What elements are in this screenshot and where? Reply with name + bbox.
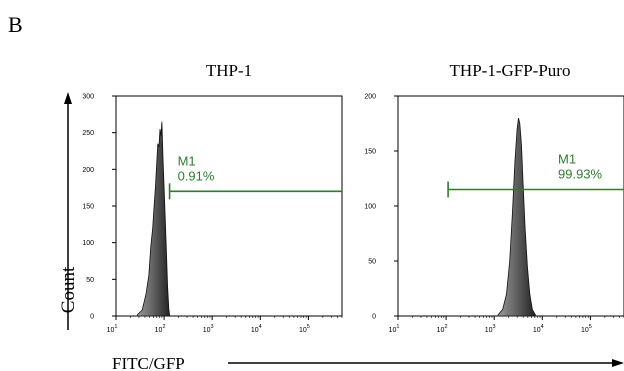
gate-name-label: M1 [178, 153, 196, 168]
y-tick-label: 200 [82, 167, 94, 174]
count-axis-label: Count [58, 266, 79, 313]
chart-title: THP-1-GFP-Puro [450, 61, 571, 80]
y-tick-label: 100 [364, 204, 376, 211]
histogram-area [497, 117, 536, 317]
y-tick-label: 0 [372, 314, 376, 321]
count-axis-arrowhead [64, 92, 72, 104]
y-tick-label: 100 [82, 240, 94, 247]
histogram-panel-thp1-gfp-puro: THP-1-GFP-Puro 0 50 100 150 200 101 102 103 104 10… [364, 61, 624, 334]
panel-letter: B [8, 12, 23, 37]
y-tick-label: 50 [368, 259, 376, 266]
chart-title: THP-1 [206, 61, 252, 80]
x-tick-label: 105 [581, 324, 592, 334]
fitc-axis-arrowhead [612, 359, 624, 367]
histogram-area [137, 121, 170, 317]
y-tick-label: 150 [364, 149, 376, 156]
gate-percent-label: 0.91% [178, 168, 215, 183]
x-tick-label: 105 [299, 324, 310, 334]
x-tick-label: 102 [437, 324, 448, 334]
histogram-panel-thp1: THP-1 0 50 100 150 200 250 300 101 102 103 104 105 M1… [82, 61, 343, 334]
x-tick-label: 101 [389, 324, 400, 334]
x-tick-label: 102 [155, 324, 166, 334]
gate-percent-label: 99.93% [558, 167, 603, 182]
y-tick-label: 300 [82, 94, 94, 101]
y-tick-label: 50 [86, 277, 94, 284]
y-tick-label: 0 [90, 314, 94, 321]
x-tick-label: 101 [107, 324, 118, 334]
y-tick-label: 200 [364, 94, 376, 101]
x-tick-label: 104 [251, 324, 262, 334]
y-tick-label: 150 [82, 204, 94, 211]
fitc-axis-label: FITC/GFP [112, 354, 185, 371]
x-tick-label: 104 [533, 324, 544, 334]
y-tick-label: 250 [82, 130, 94, 137]
gate-name-label: M1 [558, 152, 576, 167]
x-tick-label: 103 [203, 324, 214, 334]
x-tick-label: 103 [485, 324, 496, 334]
